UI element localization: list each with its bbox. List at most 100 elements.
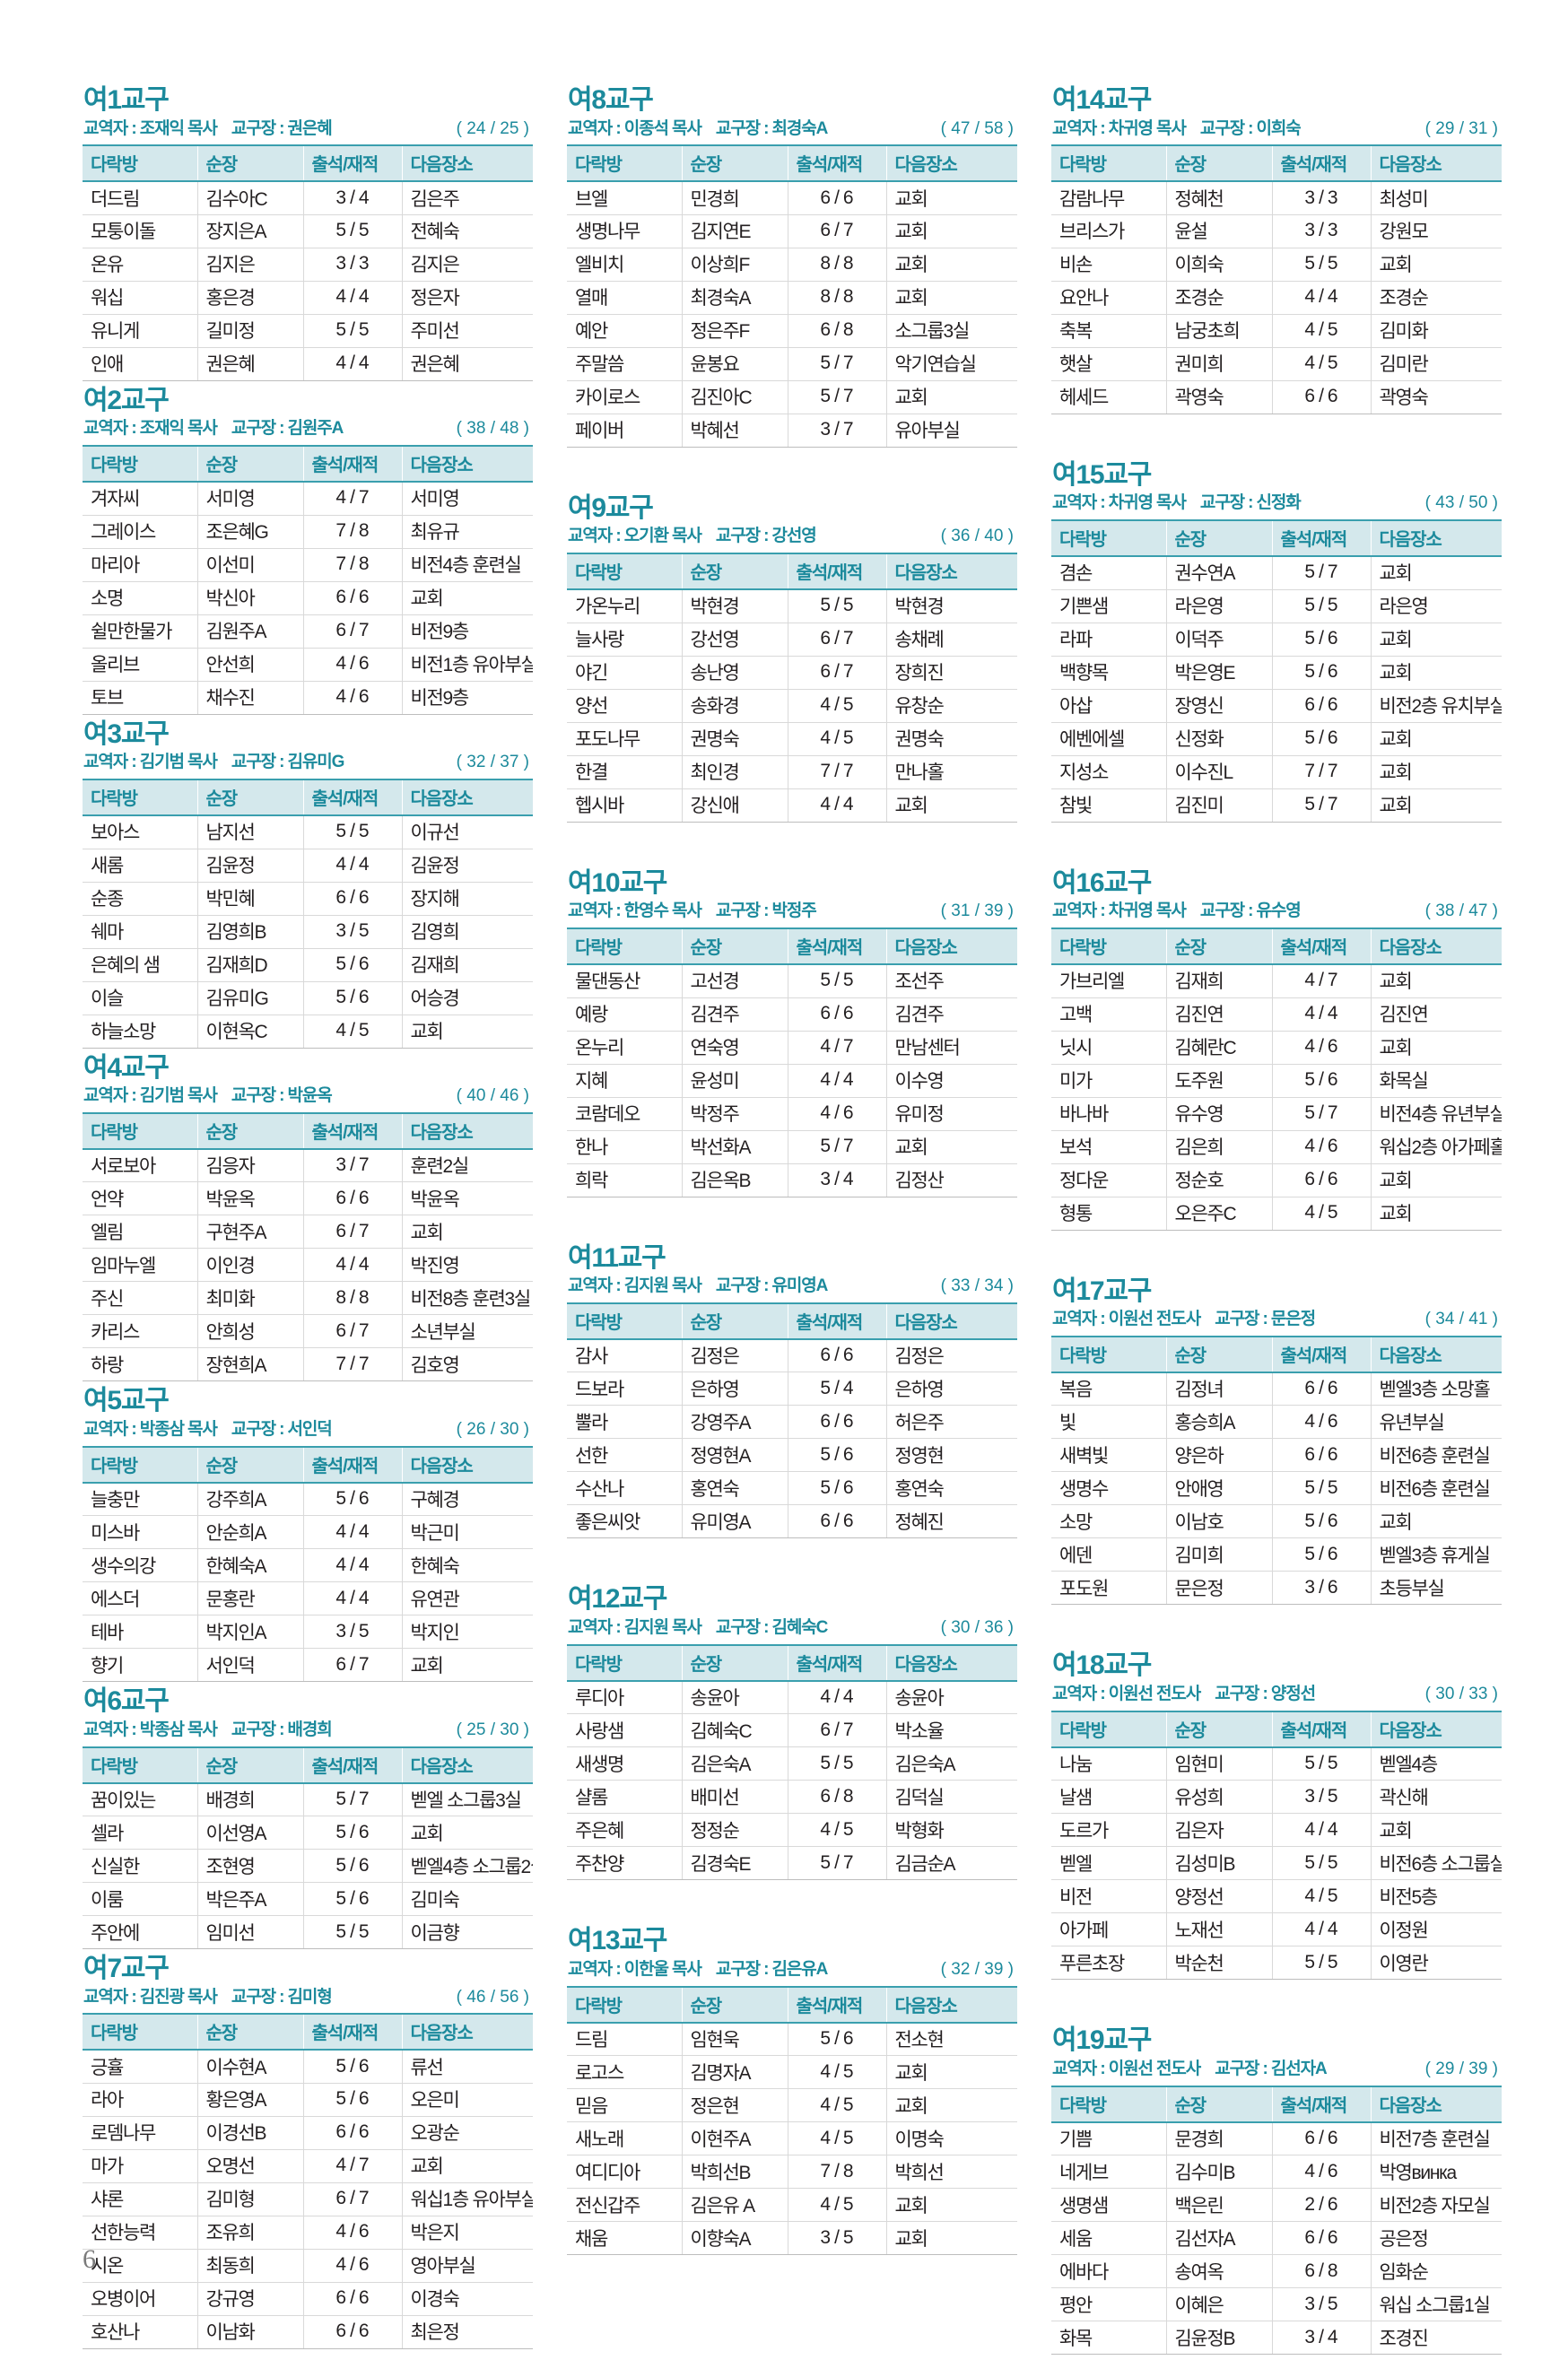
cell-room-name: 한결 (567, 755, 683, 789)
pastor-label: 교역자 : 한영수 목사 (568, 901, 702, 921)
cell-next-place: 소그룹3실 (886, 314, 1017, 348)
table-row: 라파 이덕주 5/6 교회 (1051, 623, 1502, 657)
cell-next-place: 정은자 (402, 281, 533, 315)
attendance-value: 4/4 (1304, 286, 1338, 308)
table-row: 햇살 권미희 4/5 김미란 (1051, 347, 1502, 381)
district-title: 여13교구 (568, 1926, 667, 1956)
cell-leader-name: 이혜은 (1166, 2287, 1273, 2322)
table-row: 오병이어 강규영 6/6 이경숙 (83, 2282, 533, 2316)
table-row: 쉴만한물가 김원주A 6/7 비전9층 (83, 614, 533, 649)
cell-next-place: 곽신해 (1371, 1780, 1502, 1815)
district-leader-label: 교구장 : 김원주A (231, 419, 344, 439)
cell-attendance: 4/4 (788, 1680, 887, 1715)
attendance-value: 3/3 (1304, 220, 1338, 241)
attendance-value: 4/5 (1304, 353, 1338, 374)
cell-attendance: 5/5 (303, 815, 403, 849)
district-section: 여2교구 교역자 : 조재익 목사 교구장 : 김원주A ( 38 / 48 ) 다락방… (83, 387, 533, 715)
table-row: 긍휼 이수현A 5/6 류선 (83, 2050, 533, 2084)
cell-attendance: 4/5 (1272, 1197, 1372, 1231)
attendance-ratio: ( 24 / 25 ) (456, 118, 529, 138)
cell-room-name: 인애 (83, 347, 198, 381)
cell-next-place: 김덕실 (886, 1780, 1017, 1815)
attendance-value: 4/5 (820, 727, 854, 749)
cell-attendance: 4/6 (1272, 1031, 1372, 1065)
attendance-value: 3/5 (335, 1620, 370, 1642)
district-title: 여6교구 (83, 1686, 170, 1717)
district-title: 여14교구 (1052, 85, 1152, 115)
table-row: 로고스 김명자A 4/5 교회 (567, 2055, 1017, 2090)
attendance-value: 6/6 (335, 2321, 370, 2342)
cell-room-name: 겨자씨 (83, 482, 198, 516)
attendance-value: 5/6 (820, 1476, 854, 1498)
district-table: 다락방 순장 출석/재적 다음장소 늘충만 강주희A 5/6 구혜경 미스바 안순희A 4/4 박근미… (83, 1445, 533, 1683)
column-header-4: 다음장소 (402, 144, 533, 183)
column-header-4: 다음장소 (886, 1643, 1017, 1682)
cell-attendance: 6/6 (303, 2116, 403, 2150)
cell-leader-name: 김은옥B (682, 1163, 788, 1197)
attendance-value: 5/5 (335, 1920, 370, 1942)
cell-room-name: 카리스 (83, 1314, 198, 1349)
cell-leader-name: 황은영A (197, 2083, 304, 2117)
cell-room-name: 쉐마 (83, 915, 198, 949)
district-section: 여10교구 교역자 : 한영수 목사 교구장 : 박정주 ( 31 / 39 ) 다락방… (567, 869, 1017, 1197)
cell-leader-name: 이남호 (1166, 1504, 1273, 1539)
cell-room-name: 마리아 (83, 548, 198, 582)
cell-leader-name: 신정화 (1166, 722, 1273, 756)
cell-room-name: 생명수 (1051, 1471, 1167, 1506)
cell-leader-name: 오명선 (197, 2149, 304, 2183)
cell-next-place: 김미숙 (402, 1882, 533, 1917)
cell-attendance: 5/5 (303, 1915, 403, 1950)
cell-next-place: 교회 (886, 181, 1017, 215)
cell-leader-name: 이인경 (197, 1248, 304, 1283)
attendance-ratio: ( 47 / 58 ) (940, 118, 1014, 138)
cell-attendance: 6/6 (1272, 689, 1372, 723)
district-title: 여2교구 (83, 385, 170, 415)
cell-leader-name: 김진아C (682, 380, 788, 414)
table-row: 미가 도주원 5/6 화목실 (1051, 1064, 1502, 1098)
cell-next-place: 이명숙 (886, 2121, 1017, 2156)
district-section: 여3교구 교역자 : 김기범 목사 교구장 : 김유미G ( 32 / 37 ) 다락방… (83, 720, 533, 1049)
cell-next-place: 비전7층 훈련실 (1371, 2121, 1502, 2156)
district-title: 여17교구 (1052, 1276, 1152, 1306)
attendance-value: 6/6 (1304, 1443, 1338, 1465)
cell-next-place: 교회 (1371, 1197, 1502, 1231)
attendance-value: 4/4 (335, 286, 370, 308)
table-row: 주말씀 윤봉요 5/7 악기연습실 (567, 347, 1017, 381)
table-row: 새롬 김윤정 4/4 김윤정 (83, 849, 533, 883)
cell-next-place: 최은정 (402, 2315, 533, 2349)
cell-room-name: 주은혜 (567, 1813, 683, 1848)
table-row: 가온누리 박현경 5/5 박현경 (567, 589, 1017, 623)
cell-room-name: 예랑 (567, 997, 683, 1032)
cell-attendance: 6/7 (303, 614, 403, 649)
column-header-2: 순장 (682, 1985, 788, 2024)
pastor-label: 교역자 : 김기범 목사 (83, 1086, 218, 1106)
cell-attendance: 5/6 (303, 948, 403, 982)
table-row: 보석 김은희 4/6 워십2층 아가페홀 (1051, 1130, 1502, 1164)
attendance-ratio: ( 29 / 31 ) (1424, 118, 1498, 138)
district-title: 여15교구 (1052, 459, 1152, 490)
table-row: 기쁨 문경희 6/6 비전7층 훈련실 (1051, 2121, 1502, 2156)
cell-next-place: 은하영 (886, 1372, 1017, 1406)
cell-attendance: 6/6 (788, 997, 887, 1032)
cell-attendance: 6/6 (1272, 1438, 1372, 1473)
attendance-ratio: ( 29 / 39 ) (1424, 2059, 1498, 2078)
table-row: 늘사랑 강선영 6/7 송채례 (567, 623, 1017, 657)
cell-attendance: 6/8 (788, 1780, 887, 1815)
cell-leader-name: 김윤정 (197, 849, 304, 883)
table-row: 새생명 김은숙A 5/5 김은숙A (567, 1746, 1017, 1781)
cell-next-place: 박근미 (402, 1515, 533, 1550)
cell-attendance: 8/8 (788, 248, 887, 282)
attendance-value: 8/8 (820, 253, 854, 274)
district-leader-label: 교구장 : 김은유A (715, 1959, 829, 1979)
table-row: 루디아 송윤아 4/4 송윤아 (567, 1680, 1017, 1715)
table-row: 헤세드 곽영숙 6/6 곽영숙 (1051, 380, 1502, 414)
table-header-row: 다락방 순장 출석/재적 다음장소 (83, 445, 533, 483)
attendance-value: 4/7 (1304, 970, 1338, 991)
attendance-value: 6/6 (820, 1345, 854, 1366)
cell-next-place: 송채례 (886, 623, 1017, 657)
table-row: 드보라 은하영 5/4 은하영 (567, 1372, 1017, 1406)
cell-attendance: 3/7 (788, 414, 887, 448)
table-row: 신실한 조현영 5/6 벧엘4층 소그룹2실 (83, 1849, 533, 1884)
cell-attendance: 5/7 (1272, 1097, 1372, 1131)
attendance-value: 4/6 (1304, 1410, 1338, 1432)
